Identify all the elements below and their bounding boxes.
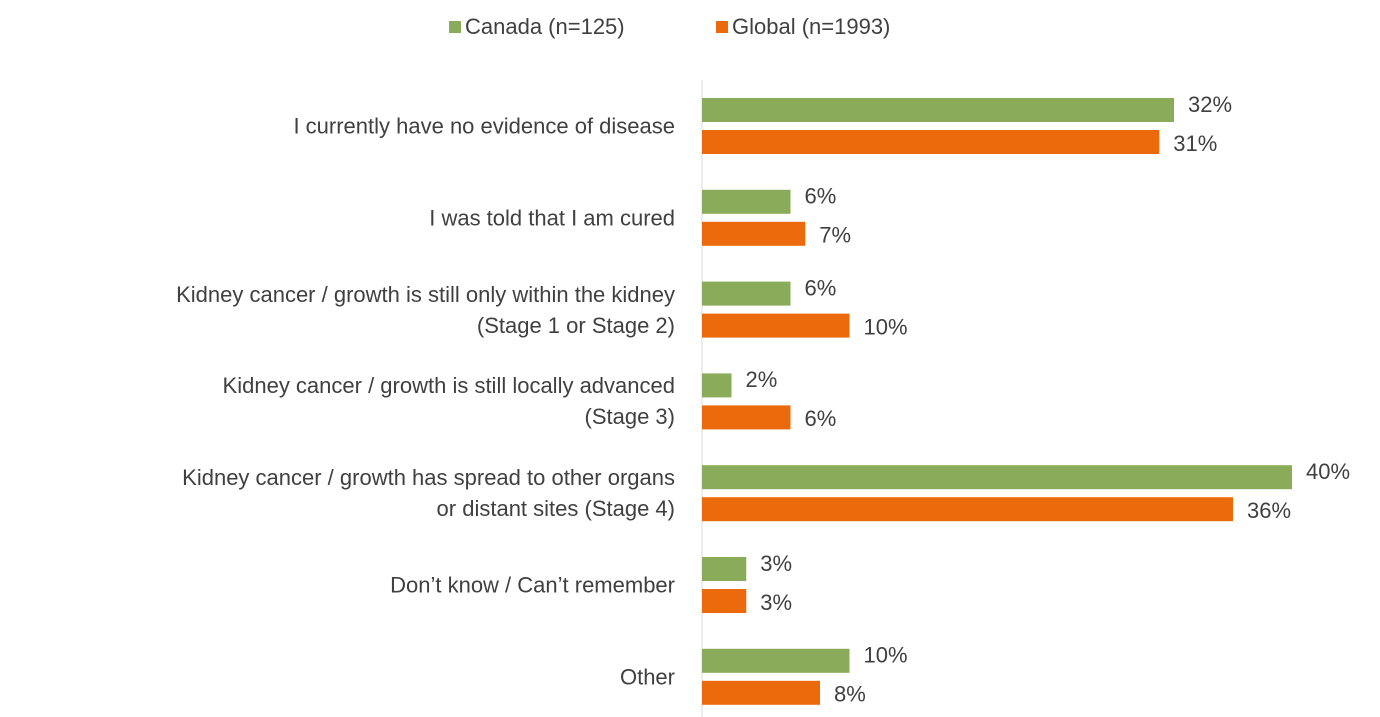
data-label: 3%	[760, 590, 792, 615]
bar	[702, 465, 1292, 490]
bar	[702, 130, 1160, 154]
bar	[702, 405, 791, 430]
data-label: 31%	[1173, 131, 1217, 156]
legend-swatch	[716, 21, 728, 33]
bar	[702, 189, 791, 214]
category-label: Kidney cancer / growth has spread to oth…	[182, 465, 675, 522]
category-label: I currently have no evidence of disease	[293, 113, 675, 139]
data-label: 6%	[805, 184, 837, 209]
bar	[702, 221, 806, 246]
data-label: 40%	[1306, 459, 1350, 484]
data-label: 10%	[864, 314, 908, 339]
data-label: 8%	[834, 682, 866, 707]
legend-label: Global (n=1993)	[732, 14, 890, 39]
category-label: Kidney cancer / growth is still locally …	[222, 373, 675, 430]
data-label: 6%	[805, 406, 837, 431]
data-label: 2%	[746, 367, 778, 392]
legend-swatch	[449, 21, 461, 33]
data-label: 36%	[1247, 498, 1291, 523]
category-label: Don’t know / Can’t remember	[390, 572, 675, 598]
bar	[702, 281, 791, 306]
bar	[702, 680, 820, 705]
data-label: 6%	[805, 275, 837, 300]
data-label: 7%	[819, 223, 851, 248]
category-label: Kidney cancer / growth is still only wit…	[176, 281, 675, 338]
bar	[702, 557, 747, 581]
bar	[702, 648, 850, 673]
bar	[702, 313, 850, 338]
bar	[702, 98, 1174, 122]
data-label: 32%	[1188, 92, 1232, 117]
category-label: I was told that I am cured	[429, 205, 675, 231]
category-label: Other	[619, 664, 675, 690]
bar	[702, 497, 1233, 522]
legend-label: Canada (n=125)	[465, 14, 625, 39]
data-label: 3%	[760, 551, 792, 576]
data-label: 10%	[864, 643, 908, 668]
bar	[702, 373, 732, 398]
bar	[702, 589, 747, 613]
